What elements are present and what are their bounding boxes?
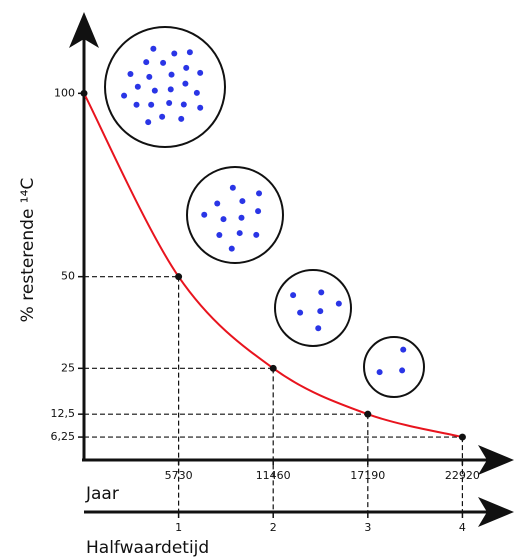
atom — [197, 69, 204, 76]
atom — [171, 50, 178, 57]
atom — [317, 308, 324, 315]
x2-tick-label: 1 — [175, 521, 182, 534]
atom — [178, 115, 185, 122]
atom — [145, 119, 152, 126]
atom — [238, 214, 245, 221]
sample-circle — [274, 269, 352, 347]
point — [269, 364, 277, 372]
atom — [229, 184, 236, 191]
x-axis-label: Jaar — [85, 484, 119, 504]
atom — [376, 369, 383, 376]
atom — [134, 83, 141, 90]
point — [80, 89, 88, 97]
y-tick-label: 50 — [61, 270, 75, 283]
atom — [167, 86, 174, 93]
sample-circle — [363, 336, 425, 398]
atom — [239, 198, 246, 205]
decay-curve — [83, 92, 463, 439]
atom — [253, 231, 260, 238]
sample-circle — [104, 26, 226, 148]
y-tick-label: 25 — [61, 361, 75, 374]
x2-tick-label: 2 — [270, 521, 277, 534]
atom — [168, 71, 175, 78]
point — [364, 410, 372, 418]
atom — [151, 87, 158, 94]
atom — [315, 325, 322, 332]
point — [458, 433, 466, 441]
point — [175, 273, 183, 281]
atom — [160, 59, 167, 66]
atom — [166, 99, 173, 106]
atom — [146, 73, 153, 80]
atom — [121, 92, 128, 99]
x-tick-label: 17190 — [350, 469, 385, 482]
y-tick-label: 100 — [54, 86, 75, 99]
atom — [228, 245, 235, 252]
atom — [180, 101, 187, 108]
x2-axis-label: Halfwaardetijd — [86, 538, 209, 558]
atom — [290, 292, 297, 299]
atom — [216, 232, 223, 239]
atom — [159, 113, 166, 120]
atom — [318, 289, 325, 296]
y-tick-label: 6,25 — [51, 430, 76, 443]
x2-tick-label: 3 — [364, 521, 371, 534]
atom — [201, 211, 208, 218]
atom — [193, 89, 200, 96]
atom — [220, 216, 227, 223]
atom — [256, 190, 263, 197]
atom — [182, 80, 189, 87]
y-axis-label: % resterende ¹⁴C — [18, 178, 38, 323]
atom — [335, 300, 342, 307]
atom — [186, 49, 193, 56]
y-tick-label: 12,5 — [51, 407, 76, 420]
atom — [183, 64, 190, 71]
x-tick-label: 5730 — [165, 469, 193, 482]
atom — [297, 309, 304, 316]
atom — [150, 45, 157, 52]
atom — [255, 208, 262, 215]
atom — [399, 367, 406, 374]
atom — [133, 101, 140, 108]
atom — [143, 59, 150, 66]
atom — [400, 346, 407, 353]
atom — [148, 101, 155, 108]
x2-tick-label: 4 — [459, 521, 466, 534]
atom — [197, 104, 204, 111]
atom — [236, 230, 243, 237]
x-tick-label: 22920 — [445, 469, 480, 482]
decoration — [104, 26, 425, 398]
atom — [214, 200, 221, 207]
atom — [127, 71, 134, 78]
